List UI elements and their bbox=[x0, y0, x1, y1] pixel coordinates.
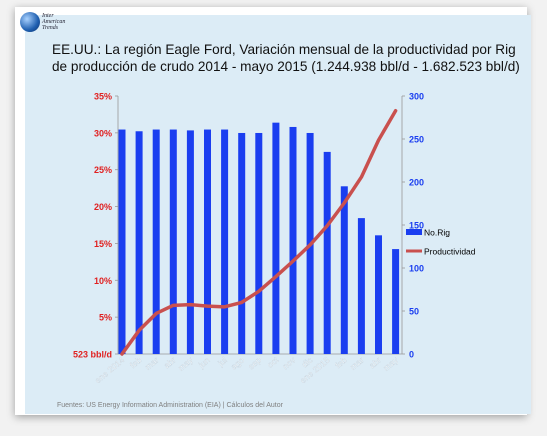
legend-swatch-bar bbox=[406, 229, 422, 235]
legend-label-no-rig: No.Rig bbox=[424, 228, 450, 238]
x-axis-label: may bbox=[381, 354, 400, 372]
bar-no-rig bbox=[357, 218, 365, 354]
x-axis-label: nov bbox=[280, 354, 298, 371]
bar-no-rig bbox=[289, 126, 297, 355]
source-footer: Fuentes: US Energy Information Administr… bbox=[57, 402, 283, 409]
left-axis-tick-label: 20% bbox=[94, 202, 112, 212]
logo-line-3: Trends bbox=[42, 25, 59, 31]
x-axis-label: ago bbox=[229, 355, 247, 372]
bar-no-rig bbox=[118, 129, 126, 354]
legend-label-productividad: Productividad bbox=[424, 247, 476, 257]
left-axis-tick-label: 523 bbl/d bbox=[73, 350, 112, 360]
x-axis-label: feb bbox=[128, 355, 144, 370]
x-axis-label: abr bbox=[367, 355, 383, 371]
line-productividad bbox=[120, 108, 398, 356]
bar-no-rig bbox=[340, 186, 348, 354]
left-axis-tick-label: 35% bbox=[94, 92, 112, 102]
right-axis-tick-label: 100 bbox=[409, 264, 424, 274]
bar-no-rig bbox=[375, 235, 382, 354]
bar-no-rig bbox=[392, 249, 400, 354]
x-axis-label: sep bbox=[246, 355, 263, 372]
x-axis-label: abr bbox=[162, 355, 178, 371]
right-axis-tick-label: 50 bbox=[409, 307, 419, 317]
x-axis-label: may bbox=[176, 354, 195, 372]
logo-line-2: American bbox=[42, 19, 66, 25]
x-axis-label: oct bbox=[265, 354, 281, 369]
bar-no-rig bbox=[238, 132, 246, 354]
bar-no-rig bbox=[186, 130, 194, 354]
right-axis-tick-label: 0 bbox=[409, 350, 414, 360]
bar-no-rig bbox=[221, 129, 229, 354]
bar-no-rig bbox=[323, 151, 331, 354]
bar-no-rig bbox=[255, 132, 263, 354]
bar-no-rig bbox=[169, 129, 177, 354]
bar-no-rig bbox=[152, 129, 160, 354]
globe-icon bbox=[20, 12, 40, 32]
bar-no-rig bbox=[204, 129, 211, 354]
x-axis-label: jul bbox=[215, 355, 229, 369]
left-axis-tick-label: 15% bbox=[94, 239, 112, 249]
right-axis-tick-label: 300 bbox=[409, 92, 424, 102]
x-axis-label: mar bbox=[143, 355, 161, 372]
x-axis-label: feb bbox=[333, 355, 349, 370]
logo: Inter American Trends bbox=[20, 12, 90, 36]
x-axis-label: jun bbox=[196, 355, 212, 371]
left-axis-tick-label: 25% bbox=[94, 165, 112, 175]
right-axis-tick-label: 250 bbox=[409, 135, 424, 145]
logo-line-1: Inter bbox=[42, 13, 54, 19]
left-axis-tick-label: 30% bbox=[94, 128, 112, 138]
chart-title: EE.UU.: La región Eagle Ford, Variación … bbox=[52, 42, 520, 74]
logo-text: Inter American Trends bbox=[42, 13, 65, 31]
x-axis-label: mar bbox=[348, 355, 366, 372]
left-axis-tick-label: 5% bbox=[99, 313, 112, 323]
bar-no-rig bbox=[135, 131, 143, 354]
right-axis-tick-label: 200 bbox=[409, 178, 424, 188]
bar-no-rig bbox=[272, 122, 280, 354]
left-axis-tick-label: 10% bbox=[94, 276, 112, 286]
right-axis-tick-label: 150 bbox=[409, 221, 424, 231]
